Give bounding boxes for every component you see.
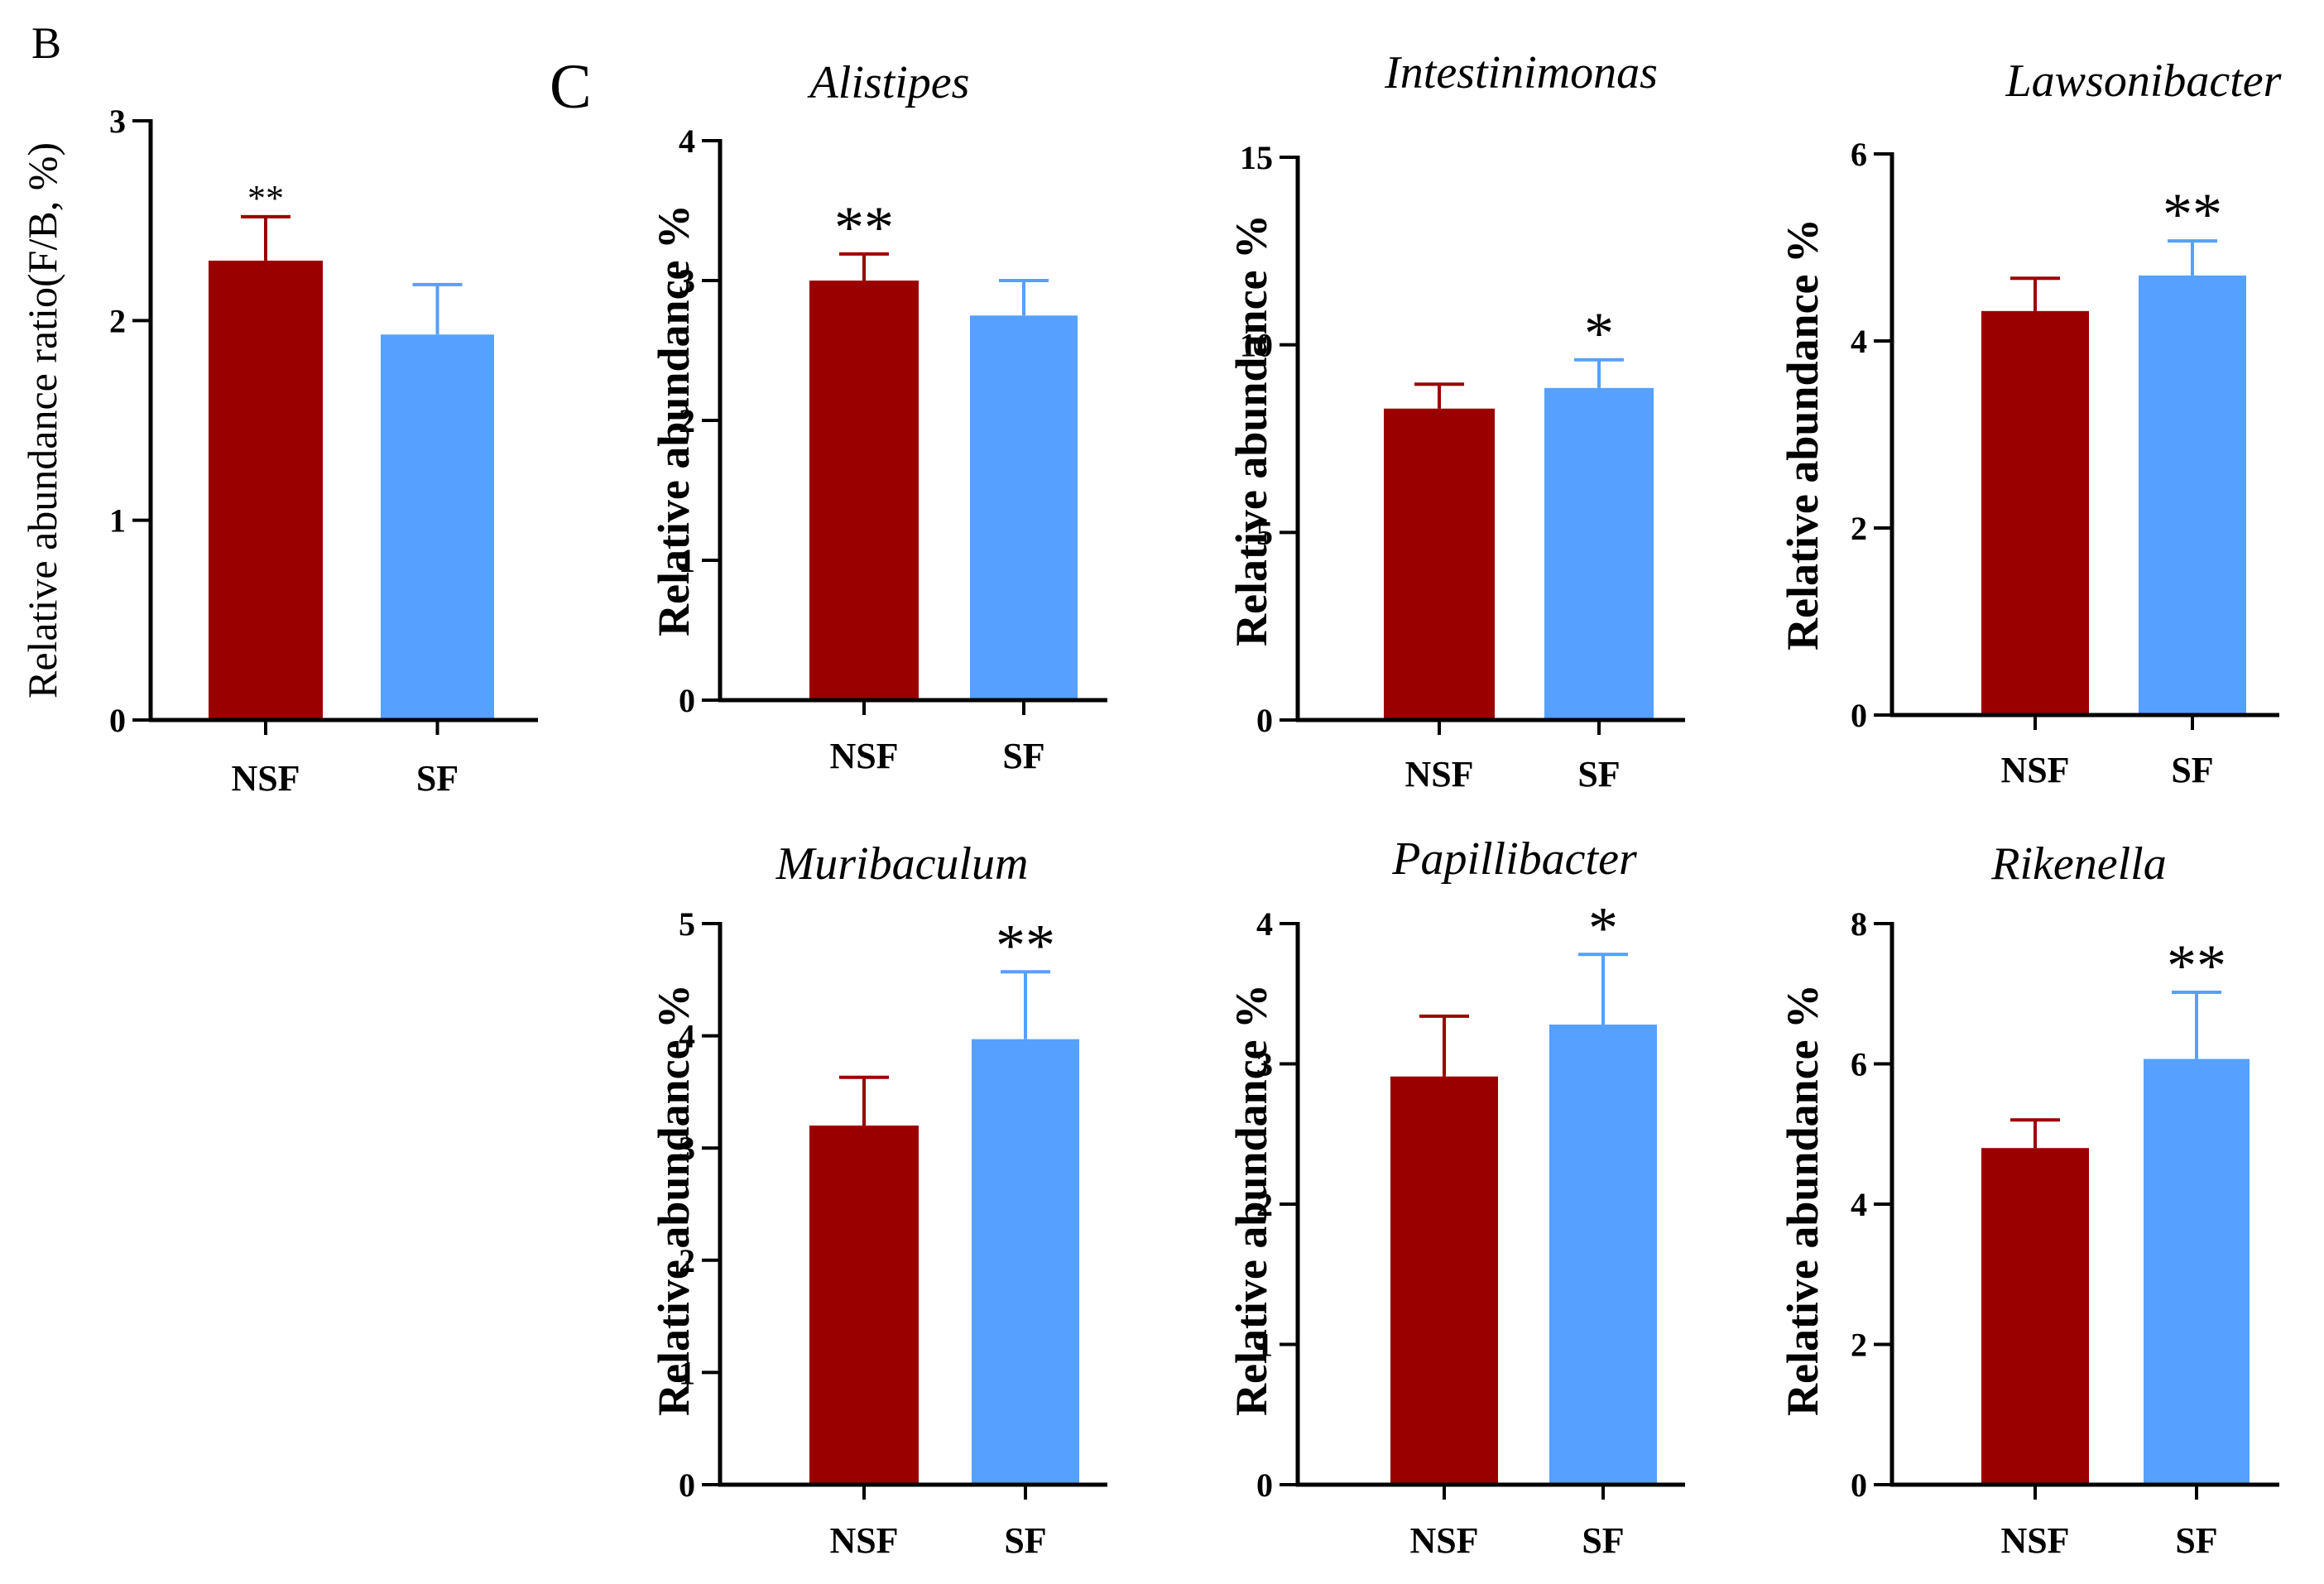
y-tick-label: 2 [1851, 1327, 1867, 1364]
y-tick-label: 3 [109, 103, 126, 140]
chart-title: Intestinimonas [1384, 47, 1658, 98]
y-tick-label: 5 [679, 905, 695, 943]
y-axis-label: Relative abundance % [1227, 984, 1276, 1416]
y-tick-label: 2 [1256, 1186, 1273, 1223]
x-tick-label-nsf: NSF [829, 736, 898, 776]
x-tick-label-sf: SF [1002, 736, 1044, 776]
y-tick-label: 4 [679, 122, 695, 160]
bar-sf [381, 334, 494, 720]
chart-muribaculum: Muribaculum Relative abundance % NSF ** SF 0 1… [649, 838, 1107, 1561]
chart-fb: Relative abundance ratio(F/B, %) ** NSF SF 0… [19, 103, 538, 799]
y-tick-label: 0 [109, 702, 126, 739]
x-tick-label-sf: SF [416, 758, 459, 799]
panel-c-letter: C [550, 52, 592, 122]
y-tick-label: 0 [679, 682, 695, 719]
x-tick-label-nsf: NSF [829, 1520, 898, 1561]
y-axis-label: Relative abundance % [1227, 214, 1276, 646]
bar-sf [1549, 1025, 1657, 1485]
y-tick-label: 15 [1240, 139, 1273, 176]
bar-nsf [1981, 310, 2089, 715]
y-tick-label: 6 [1851, 1046, 1867, 1083]
y-tick-label: 8 [1851, 905, 1867, 943]
chart-alistipes: Alistipes Relative abundance % ** NSF SF 0 1 2 3… [649, 57, 1107, 776]
x-tick-label-nsf: NSF [2000, 1520, 2069, 1561]
y-tick-label: 1 [1256, 1327, 1273, 1364]
y-tick-label: 5 [1256, 514, 1273, 551]
y-tick-label: 2 [1851, 510, 1867, 547]
x-tick-label-sf: SF [1582, 1520, 1624, 1561]
x-tick-label-nsf: NSF [1404, 754, 1473, 794]
y-axis-label: Relative abundance % [1778, 218, 1827, 650]
x-tick-label-nsf: NSF [2000, 750, 2069, 790]
chart-papillibacter: Papillibacter Relative abundance % NSF * SF 0… [1227, 833, 1685, 1561]
y-axis-label: Relative abundance ratio(F/B, %) [19, 142, 65, 698]
bar-sf [970, 315, 1078, 700]
significance-marker: ** [2167, 933, 2226, 999]
y-tick-label: 0 [1851, 1466, 1867, 1504]
chart-title: Muribaculum [775, 838, 1029, 890]
y-tick-label: 6 [1851, 136, 1867, 173]
y-tick-label: 0 [1256, 702, 1273, 739]
chart-title: Rikenella [1990, 838, 2166, 890]
y-tick-label: 4 [1256, 905, 1273, 943]
x-tick-label-sf: SF [2175, 1520, 2217, 1561]
bar-sf [972, 1039, 1079, 1485]
significance-marker: ** [247, 178, 284, 218]
y-tick-label: 4 [679, 1018, 695, 1055]
chart-intestinimonas: Intestinimonas Relative abundance % NSF * SF… [1227, 47, 1685, 794]
y-tick-label: 3 [1256, 1046, 1273, 1083]
y-axis-label: Relative abundance % [1778, 984, 1827, 1416]
y-tick-label: 2 [679, 1242, 695, 1279]
y-tick-label: 0 [1256, 1466, 1273, 1504]
chart-title: Alistipes [807, 57, 970, 108]
significance-marker: ** [2163, 181, 2222, 247]
chart-title: Lawsonibacter [2005, 55, 2282, 107]
y-tick-label: 2 [109, 302, 126, 339]
y-tick-label: 2 [679, 402, 695, 439]
bar-sf [2139, 275, 2246, 715]
y-tick-label: 4 [1851, 1186, 1867, 1223]
chart-rikenella: Rikenella Relative abundance % NSF ** SF 0 2 4 6… [1778, 838, 2279, 1561]
y-tick-label: 1 [109, 502, 126, 540]
y-tick-label: 10 [1240, 327, 1273, 364]
bar-nsf [809, 1126, 919, 1485]
y-tick-label: 3 [679, 1130, 695, 1167]
significance-marker: ** [996, 912, 1055, 978]
significance-marker: * [1584, 300, 1614, 367]
x-tick-label-sf: SF [2171, 750, 2213, 790]
y-tick-label: 4 [1851, 323, 1867, 360]
y-axis-label: Relative abundance % [649, 984, 699, 1416]
y-tick-label: 3 [679, 262, 695, 300]
bar-nsf [1390, 1076, 1498, 1485]
x-tick-label-nsf: NSF [231, 758, 300, 799]
chart-lawsonibacter: Lawsonibacter Relative abundance % NSF ** SF… [1778, 55, 2282, 790]
x-tick-label-nsf: NSF [1409, 1520, 1478, 1561]
y-tick-label: 1 [679, 542, 695, 579]
significance-marker: * [1588, 895, 1618, 961]
x-tick-label-sf: SF [1004, 1520, 1046, 1561]
y-tick-label: 1 [679, 1354, 695, 1391]
bar-nsf [809, 281, 919, 700]
chart-title: Papillibacter [1391, 833, 1637, 885]
y-tick-label: 0 [679, 1466, 695, 1504]
y-tick-label: 0 [1851, 697, 1867, 734]
bar-nsf [1981, 1148, 2089, 1485]
panel-b-letter: B [31, 18, 61, 68]
y-axis-label: Relative abundance % [649, 204, 699, 636]
bar-sf [2144, 1058, 2250, 1485]
bar-sf [1544, 387, 1654, 720]
bar-nsf [209, 260, 323, 720]
bar-nsf [1384, 408, 1495, 720]
x-tick-label-sf: SF [1577, 754, 1620, 794]
significance-marker: ** [834, 194, 894, 261]
